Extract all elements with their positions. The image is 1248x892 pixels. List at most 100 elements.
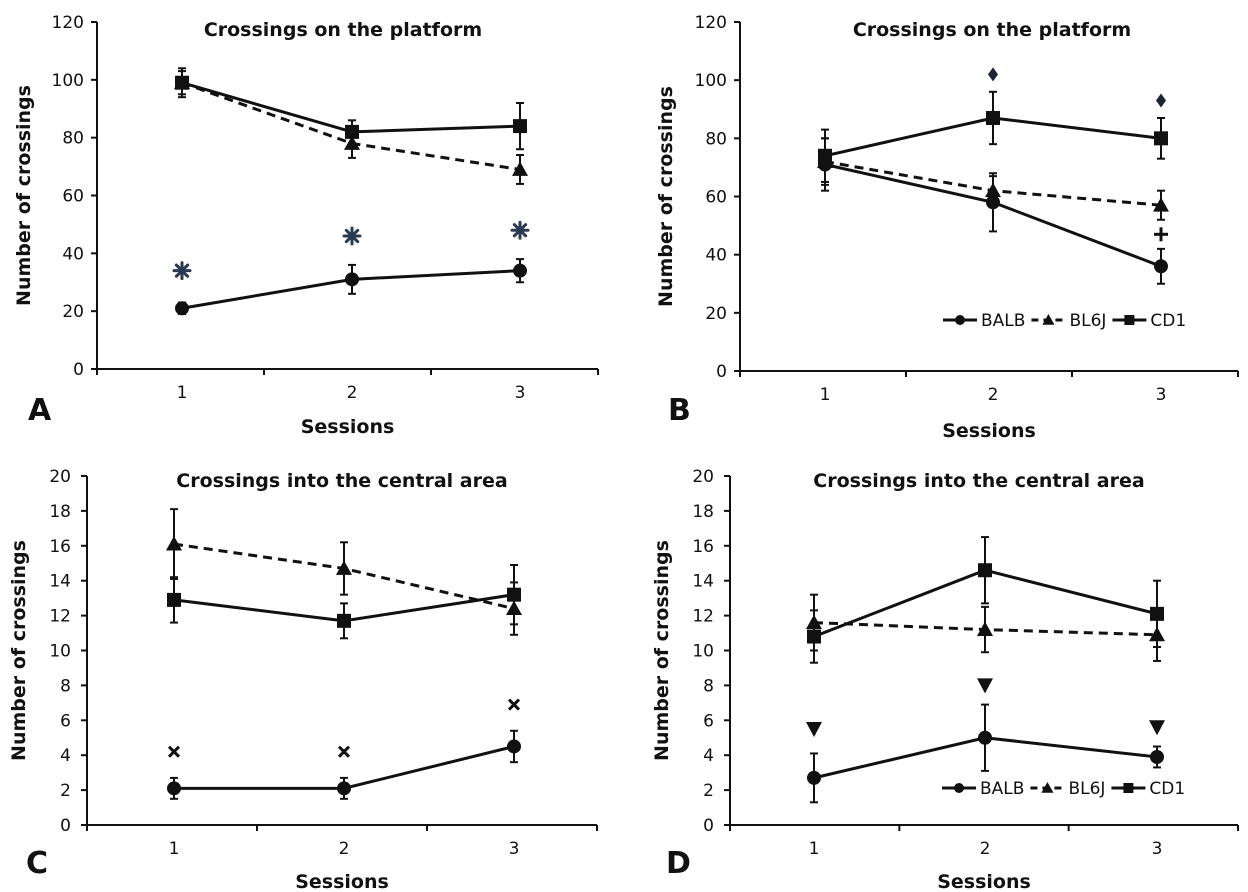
data-point-balb — [507, 739, 521, 754]
legend-label-bl6j: BL6J — [1068, 779, 1105, 799]
y-axis-label: Number of crossings — [655, 86, 677, 307]
y-tick-label: 14 — [692, 572, 714, 592]
data-point-balb — [807, 770, 821, 785]
significance-marker-asterisk — [342, 226, 362, 246]
x-axis-label: Sessions — [301, 416, 395, 438]
y-tick-label: 120 — [52, 13, 84, 33]
data-point-cd1 — [1150, 606, 1164, 621]
legend-label-cd1: CD1 — [1150, 311, 1186, 331]
y-tick-label: 8 — [60, 676, 71, 696]
legend-marker-cd1 — [1123, 783, 1134, 793]
data-point-balb — [1150, 749, 1164, 764]
x-tick-label: 2 — [339, 839, 350, 859]
y-tick-label: 10 — [49, 642, 71, 662]
y-tick-label: 100 — [695, 71, 727, 91]
y-tick-label: 8 — [703, 676, 714, 696]
y-tick-label: 0 — [703, 816, 714, 836]
x-tick-label: 1 — [809, 839, 820, 859]
y-tick-label: 60 — [705, 188, 727, 208]
legend: BALB BL6J CD1 — [942, 779, 1185, 799]
data-point-bl6j — [977, 621, 993, 636]
legend-marker-bl6j — [1042, 314, 1055, 325]
y-tick-label: 12 — [49, 607, 71, 627]
panel-letter: C — [26, 846, 48, 881]
panel-letter: A — [28, 393, 52, 428]
y-tick-label: 80 — [62, 129, 84, 149]
y-tick-label: 120 — [695, 13, 727, 33]
data-point-balb — [345, 272, 359, 287]
x-tick-label: 1 — [177, 383, 188, 403]
data-point-balb — [1154, 259, 1168, 274]
data-point-cd1 — [175, 75, 189, 90]
data-point-cd1 — [345, 124, 359, 139]
x-tick-label: 2 — [347, 383, 358, 403]
y-tick-label: 6 — [60, 711, 71, 731]
data-point-balb — [337, 781, 351, 796]
x-tick-label: 3 — [515, 383, 526, 403]
data-point-cd1 — [513, 119, 527, 134]
data-point-cd1 — [507, 587, 521, 602]
significance-marker-triangle-down — [977, 678, 993, 694]
data-point-balb — [513, 263, 527, 278]
y-tick-label: 16 — [49, 537, 71, 557]
data-point-cd1 — [337, 613, 351, 628]
significance-marker-triangle-down — [1149, 720, 1165, 736]
y-tick-label: 2 — [703, 781, 714, 801]
panel-letter: B — [668, 393, 691, 428]
x-tick-label: 3 — [1156, 385, 1167, 405]
significance-marker-cross — [507, 698, 521, 711]
x-tick-label: 3 — [509, 839, 520, 859]
data-point-balb — [167, 781, 181, 796]
significance-marker-cross-stroke — [167, 745, 181, 758]
significance-marker-asterisk — [172, 261, 192, 281]
x-tick-label: 2 — [980, 839, 991, 859]
data-point-bl6j — [336, 560, 352, 575]
legend: BALB BL6J CD1 — [943, 311, 1186, 331]
panel-a: 0 20 40 60 80 100 120 1 2 3 Crossings on the platf… — [13, 13, 599, 438]
y-tick-label: 100 — [52, 71, 84, 91]
significance-marker-asterisk — [510, 220, 530, 240]
y-tick-label: 20 — [49, 467, 71, 487]
significance-marker-plus — [1154, 227, 1168, 242]
significance-marker-asterisk-stroke — [512, 223, 528, 238]
legend-label-balb: BALB — [980, 779, 1024, 799]
x-tick-label: 1 — [820, 385, 831, 405]
data-point-bl6j — [512, 161, 528, 176]
data-point-cd1 — [1154, 131, 1168, 146]
y-tick-label: 4 — [703, 746, 714, 766]
chart-title: Crossings on the platform — [853, 19, 1131, 41]
data-point-cd1 — [986, 110, 1000, 125]
data-point-cd1 — [807, 629, 821, 644]
x-tick-label: 2 — [988, 385, 999, 405]
x-tick-label: 1 — [169, 839, 180, 859]
y-tick-label: 4 — [60, 746, 71, 766]
y-tick-label: 0 — [73, 360, 84, 380]
significance-marker-cross-stroke — [507, 698, 521, 711]
chart-title: Crossings into the central area — [176, 470, 507, 492]
significance-marker-diamond — [1156, 93, 1166, 108]
y-tick-label: 20 — [62, 302, 84, 322]
legend-marker-balb — [954, 783, 964, 793]
data-point-bl6j — [166, 536, 182, 551]
y-tick-label: 20 — [705, 304, 727, 324]
legend-label-balb: BALB — [981, 311, 1025, 331]
significance-marker-cross — [337, 745, 351, 758]
y-tick-label: 10 — [692, 642, 714, 662]
legend-label-cd1: CD1 — [1149, 779, 1185, 799]
data-point-cd1 — [978, 563, 992, 578]
y-tick-label: 0 — [716, 362, 727, 382]
y-tick-label: 0 — [60, 816, 71, 836]
significance-marker-cross-stroke — [337, 745, 351, 758]
y-tick-label: 14 — [49, 572, 71, 592]
y-axis-label: Number of crossings — [13, 85, 35, 306]
y-tick-label: 16 — [692, 537, 714, 557]
y-tick-label: 20 — [692, 467, 714, 487]
data-point-balb — [175, 301, 189, 316]
y-tick-label: 12 — [692, 607, 714, 627]
significance-marker-cross — [167, 745, 181, 758]
legend-marker-bl6j — [1041, 782, 1054, 793]
data-point-cd1 — [818, 148, 832, 163]
